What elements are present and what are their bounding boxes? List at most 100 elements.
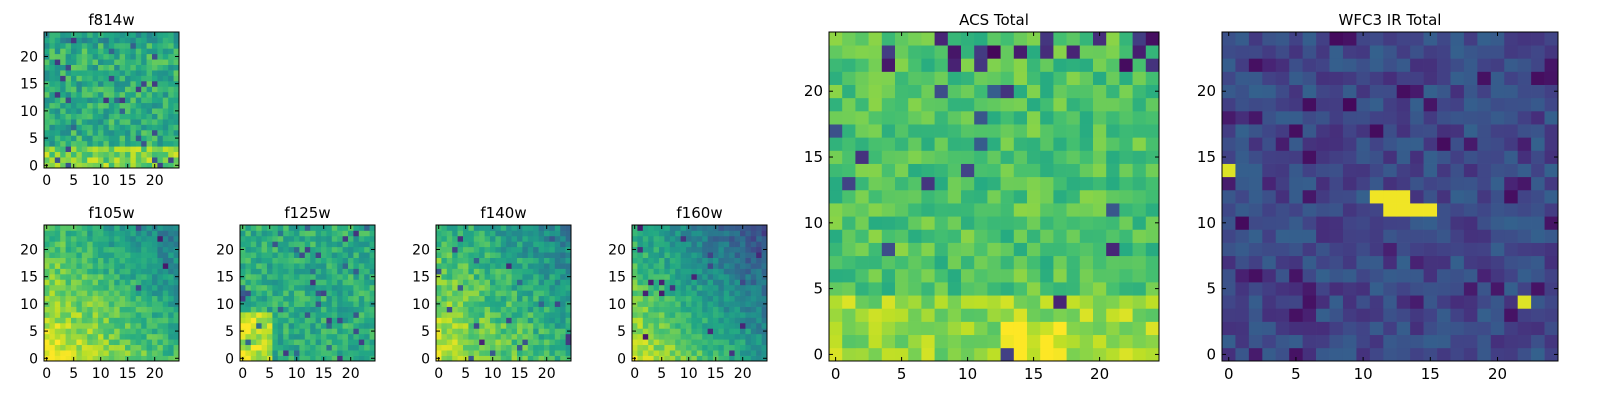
heatmap-cell [288, 295, 295, 302]
heatmap-cell [829, 110, 843, 125]
heatmap-cell [457, 230, 464, 237]
heatmap-cell [1235, 308, 1250, 322]
x-tick-label: 5 [69, 366, 78, 382]
panel-title: f140w [480, 204, 526, 222]
heatmap-cell [441, 339, 448, 346]
heatmap-cell [108, 301, 115, 307]
heatmap-cell [250, 344, 257, 351]
heatmap-cell [987, 347, 1001, 362]
heatmap-cell [484, 312, 491, 318]
heatmap-cell [702, 252, 708, 258]
heatmap-cell [1145, 321, 1160, 336]
heatmap-cell [1477, 84, 1492, 99]
heatmap-cell [92, 312, 99, 318]
heatmap-cell [1531, 45, 1545, 59]
heatmap-cell [283, 279, 289, 286]
heatmap-cell [240, 230, 246, 237]
heatmap-cell [173, 306, 180, 313]
heatmap-cell [1342, 45, 1357, 59]
heatmap-cell [680, 344, 687, 351]
heatmap-cell [256, 339, 262, 346]
heatmap-cell [135, 268, 142, 275]
heatmap-cell [331, 350, 338, 356]
heatmap-cell [125, 124, 131, 131]
heatmap-cell [92, 48, 99, 55]
heatmap-cell [1000, 268, 1015, 283]
heatmap-cell [1396, 97, 1411, 112]
heatmap-cell [135, 86, 142, 93]
heatmap-cell [1106, 268, 1120, 283]
heatmap-cell [114, 263, 120, 269]
heatmap-cell [881, 137, 896, 151]
heatmap-cell [436, 322, 442, 329]
heatmap-cell [1275, 347, 1290, 362]
heatmap-cell [829, 150, 843, 164]
heatmap-cell [152, 75, 158, 82]
heatmap-cell [76, 268, 83, 275]
heatmap-cell [908, 45, 922, 59]
heatmap-cell [54, 140, 61, 147]
heatmap-cell [1477, 97, 1492, 112]
heatmap-cell [490, 295, 496, 302]
heatmap-cell [468, 328, 475, 335]
heatmap-cell [256, 355, 262, 362]
heatmap-cell [653, 306, 660, 313]
heatmap-cell [750, 350, 757, 356]
heatmap-cell [256, 279, 262, 286]
heatmap-cell [446, 301, 453, 307]
heatmap-cell [1235, 242, 1250, 257]
heatmap-cell [691, 246, 698, 253]
heatmap-cell [1106, 295, 1120, 309]
heatmap-cell [348, 312, 354, 318]
heatmap-cell [245, 246, 252, 253]
heatmap-cell [707, 225, 714, 231]
panel-title: ACS Total [959, 11, 1029, 29]
heatmap-cell [331, 344, 338, 351]
heatmap-cell [713, 350, 719, 356]
heatmap-cell [54, 32, 61, 38]
heatmap-cell [713, 235, 719, 242]
heatmap-cell [1302, 32, 1317, 46]
heatmap-cell [522, 355, 529, 362]
heatmap-cell [436, 317, 442, 324]
heatmap-cell [130, 225, 137, 231]
heatmap-cell [691, 225, 698, 231]
heatmap-cell [71, 339, 77, 346]
heatmap-cell [130, 290, 137, 297]
heatmap-cell [321, 322, 327, 329]
heatmap-cell [44, 75, 50, 82]
heatmap-cell [908, 163, 922, 178]
heatmap-cell [152, 70, 158, 76]
heatmap-cell [157, 252, 164, 258]
heatmap-cell [908, 137, 922, 151]
heatmap-cell [299, 301, 306, 307]
heatmap-cell [495, 339, 502, 346]
heatmap-cell [1490, 137, 1505, 151]
heatmap-cell [446, 284, 453, 291]
heatmap-cell [71, 301, 77, 307]
heatmap-cell [745, 290, 752, 297]
heatmap-cell [267, 257, 273, 264]
heatmap-cell [1302, 163, 1317, 178]
heatmap-cell [1356, 282, 1371, 296]
heatmap-cell [108, 140, 115, 147]
heatmap-cell [868, 216, 883, 230]
heatmap-cell [162, 124, 169, 131]
heatmap-cell [653, 344, 660, 351]
heatmap-cell [1369, 347, 1384, 362]
heatmap-cell [310, 230, 316, 237]
heatmap-cell [294, 339, 300, 346]
heatmap-cell [272, 230, 279, 237]
heatmap-cell [669, 350, 676, 356]
heatmap-cell [637, 284, 644, 291]
heatmap-cell [549, 225, 556, 231]
heatmap-cell [549, 290, 556, 297]
heatmap-cell [348, 246, 354, 253]
heatmap-cell [1356, 268, 1371, 283]
heatmap-cell [473, 355, 480, 362]
heatmap-cell [908, 97, 922, 112]
heatmap-cell [1000, 229, 1015, 243]
heatmap-cell [348, 295, 354, 302]
heatmap-cell [168, 70, 174, 76]
